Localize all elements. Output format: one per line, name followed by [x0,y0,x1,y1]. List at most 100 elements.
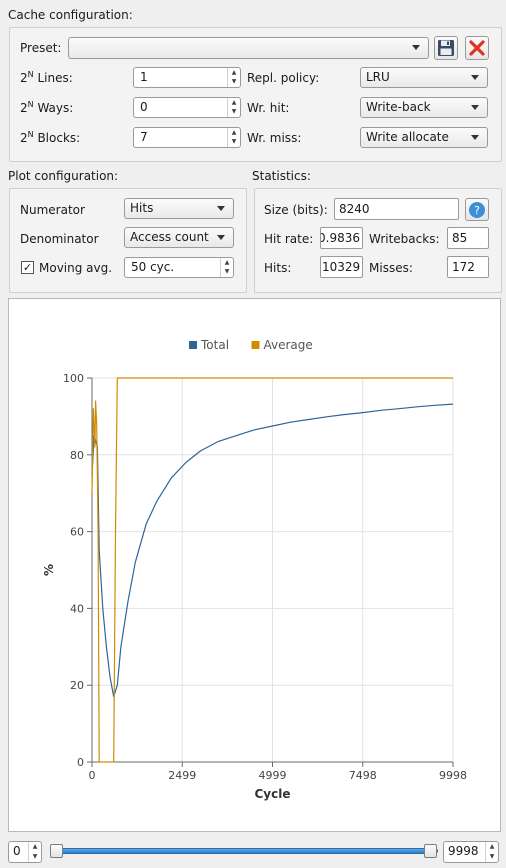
spin-down-icon[interactable]: ▼ [489,853,495,860]
spin-up-icon[interactable]: ▲ [224,258,230,266]
denominator-value: Access count [130,230,209,244]
denominator-label: Denominator [20,232,99,246]
repl-policy-label: Repl. policy: [247,71,320,85]
blocks-spinbox[interactable]: 7 ▲ ▼ [133,127,241,148]
y-tick-label: 40 [70,602,84,615]
misses-field[interactable]: 172 [447,256,489,278]
chevron-down-icon [471,75,479,80]
save-preset-button[interactable] [434,36,458,60]
spin-up-icon[interactable]: ▲ [231,68,237,76]
numerator-select[interactable]: Hits [124,198,234,219]
y-tick-label: 0 [77,756,84,769]
hit-rate-label: Hit rate: [264,232,314,246]
writebacks-field[interactable]: 85 [447,227,489,249]
y-tick-label: 80 [70,449,84,462]
wr-hit-select[interactable]: Write-back [360,97,488,118]
remove-preset-button[interactable] [465,36,489,60]
x-axis-label: Cycle [255,787,291,801]
y-tick-label: 20 [70,679,84,692]
wr-hit-label: Wr. hit: [247,101,290,115]
lines-value: 1 [140,70,148,84]
blocks-label: 2N Blocks: [20,130,81,145]
wr-miss-select[interactable]: Write allocate [360,127,488,148]
cache-config-title: Cache configuration: [8,8,133,22]
lines-label: 2N Lines: [20,70,73,85]
chevron-down-icon [217,235,225,240]
ways-label: 2N Ways: [20,100,74,115]
series-line-total [91,403,454,698]
help-button[interactable]: ? [465,198,489,221]
chart-legend: Total Average [189,338,313,352]
hit-rate-value: 0.9836 [320,231,360,245]
spin-up-icon[interactable]: ▲ [231,128,237,136]
numerator-label: Numerator [20,203,85,217]
size-label: Size (bits): [264,203,328,217]
denominator-select[interactable]: Access count [124,227,234,248]
preset-select[interactable] [68,37,429,59]
chevron-down-icon [471,135,479,140]
blocks-value: 7 [140,130,148,144]
moving-avg-spinbox[interactable]: 50 cyc. ▲ ▼ [124,257,234,278]
chart-grid [92,377,454,762]
range-max-spinbox[interactable]: 9998 ▲ ▼ [443,841,499,863]
legend-label: Total [200,338,229,352]
spin-up-icon[interactable]: ▲ [231,98,237,106]
line-chart: Total Average 0 2499 4999 7498 9998 0 20 40 60 80 1… [42,338,467,801]
spin-up-icon[interactable]: ▲ [489,843,495,850]
lines-spinbox[interactable]: 1 ▲ ▼ [133,67,241,88]
misses-label: Misses: [369,261,413,275]
ways-spinbox[interactable]: 0 ▲ ▼ [133,97,241,118]
svg-text:?: ? [474,204,480,217]
spin-down-icon[interactable]: ▼ [224,268,230,276]
x-tick-label: 4999 [259,769,287,782]
hit-rate-field[interactable]: 0.9836 [320,227,363,249]
hits-value: 10329 [322,260,361,274]
preset-label: Preset: [20,41,62,55]
spin-up-icon[interactable]: ▲ [32,843,38,850]
spin-down-icon[interactable]: ▼ [231,108,237,116]
repl-policy-select[interactable]: LRU [360,67,488,88]
floppy-disk-icon [438,40,454,56]
x-tick-label: 2499 [168,769,196,782]
ways-value: 0 [140,100,148,114]
chevron-down-icon [412,45,420,50]
moving-avg-checkbox[interactable]: ✓ [21,261,34,274]
range-min-spinbox[interactable]: 0 ▲ ▼ [8,841,42,863]
range-slider-min-handle[interactable] [50,844,63,858]
y-axis-label: % [42,564,56,576]
x-tick-label: 7498 [349,769,377,782]
x-tick-label: 0 [89,769,96,782]
spin-down-icon[interactable]: ▼ [231,138,237,146]
hits-label: Hits: [264,261,292,275]
hits-field[interactable]: 10329 [320,256,363,278]
chart-series [91,377,454,763]
writebacks-label: Writebacks: [369,232,440,246]
wr-miss-label: Wr. miss: [247,131,302,145]
wr-miss-value: Write allocate [366,130,449,144]
spin-down-icon[interactable]: ▼ [32,853,38,860]
size-field[interactable]: 8240 [334,198,459,220]
range-min-value: 0 [13,844,21,858]
close-icon [469,40,485,56]
y-tick-label: 100 [63,372,84,385]
chevron-down-icon [217,206,225,211]
repl-policy-value: LRU [366,70,390,84]
wr-hit-value: Write-back [366,100,431,114]
x-tick-label: 9998 [439,769,467,782]
range-slider-track[interactable] [56,848,438,854]
y-tick-label: 60 [70,526,84,539]
writebacks-value: 85 [452,231,468,245]
range-slider-max-handle[interactable] [424,844,437,858]
statistics-title: Statistics: [252,169,311,183]
moving-avg-label: Moving avg. [39,261,113,275]
size-value: 8240 [339,202,370,216]
legend-swatch [251,341,260,349]
range-max-value: 9998 [448,844,479,858]
plot-config-title: Plot configuration: [8,169,119,183]
moving-avg-value: 50 cyc. [131,260,175,274]
spin-down-icon[interactable]: ▼ [231,78,237,86]
help-icon: ? [469,201,485,218]
chart-ticks: 0 2499 4999 7498 9998 0 20 40 60 80 100 [63,372,467,782]
chart-panel[interactable]: Total Average 0 2499 4999 7498 9998 0 20 40 60 80 1… [8,298,501,832]
legend-label: Average [264,338,313,352]
